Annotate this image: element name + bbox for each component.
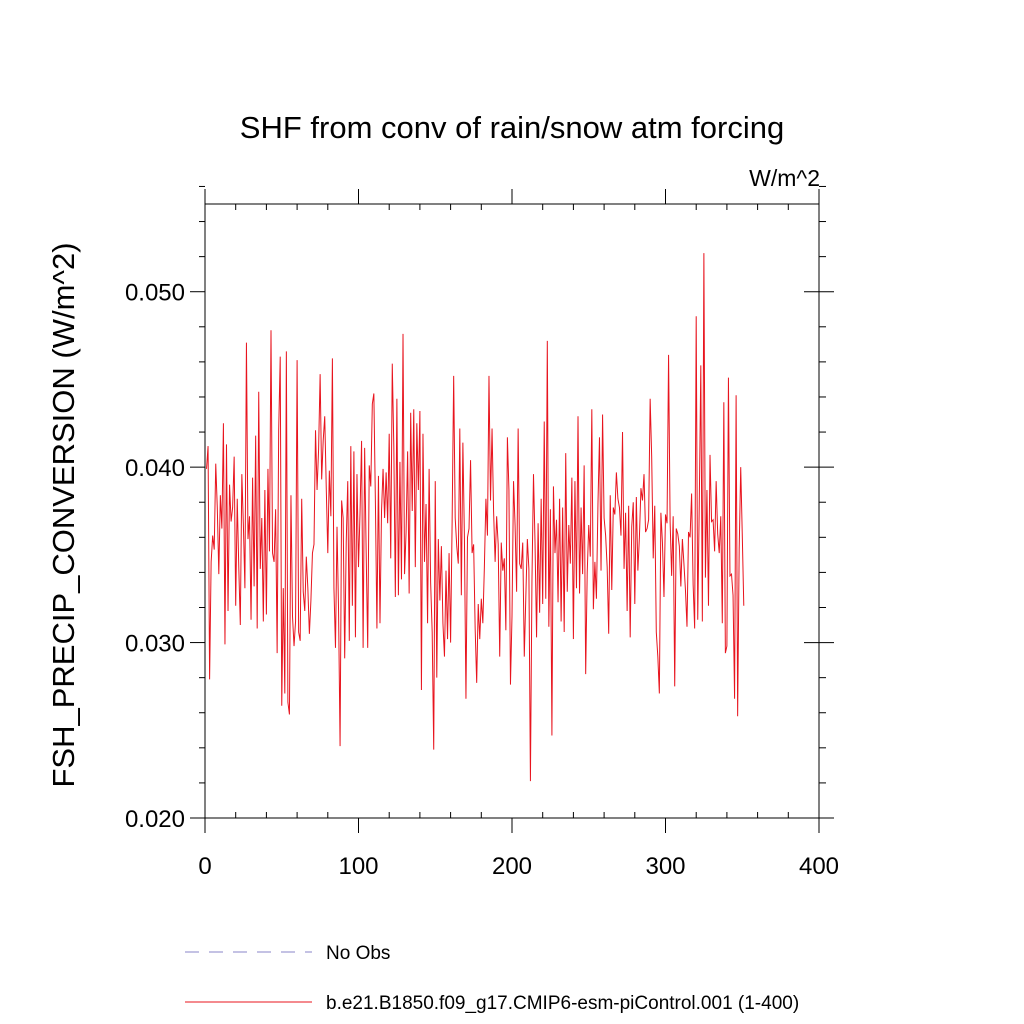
x-axis-tick-labels: 0 100 200 300 400 [198,853,839,880]
x-tick-label: 100 [338,853,378,880]
y-axis-label: FSH_PRECIP_CONVERSION (W/m^2) [46,242,81,787]
series-line-piControl [206,253,745,782]
y-axis-tick-labels: 0.020 0.030 0.040 0.050 [125,280,185,833]
units-label: W/m^2 [749,165,820,191]
y-tick-label: 0.040 [125,455,185,482]
y-tick-label: 0.020 [125,806,185,833]
legend-label-pi-control: b.e21.B1850.f09_g17.CMIP6-esm-piControl.… [326,993,799,1014]
legend: No Obs b.e21.B1850.f09_g17.CMIP6-esm-piC… [185,943,799,1014]
x-axis-ticks [204,189,820,833]
plot-frame [204,203,820,819]
y-tick-label: 0.030 [125,631,185,658]
x-tick-label: 200 [492,853,532,880]
y-tick-label: 0.050 [125,280,185,307]
legend-label-no-obs: No Obs [326,943,390,964]
y-axis-ticks [190,185,834,819]
chart-title: SHF from conv of rain/snow atm forcing [240,110,784,145]
x-tick-label: 400 [799,853,839,880]
x-tick-label: 0 [198,853,211,880]
x-tick-label: 300 [645,853,685,880]
